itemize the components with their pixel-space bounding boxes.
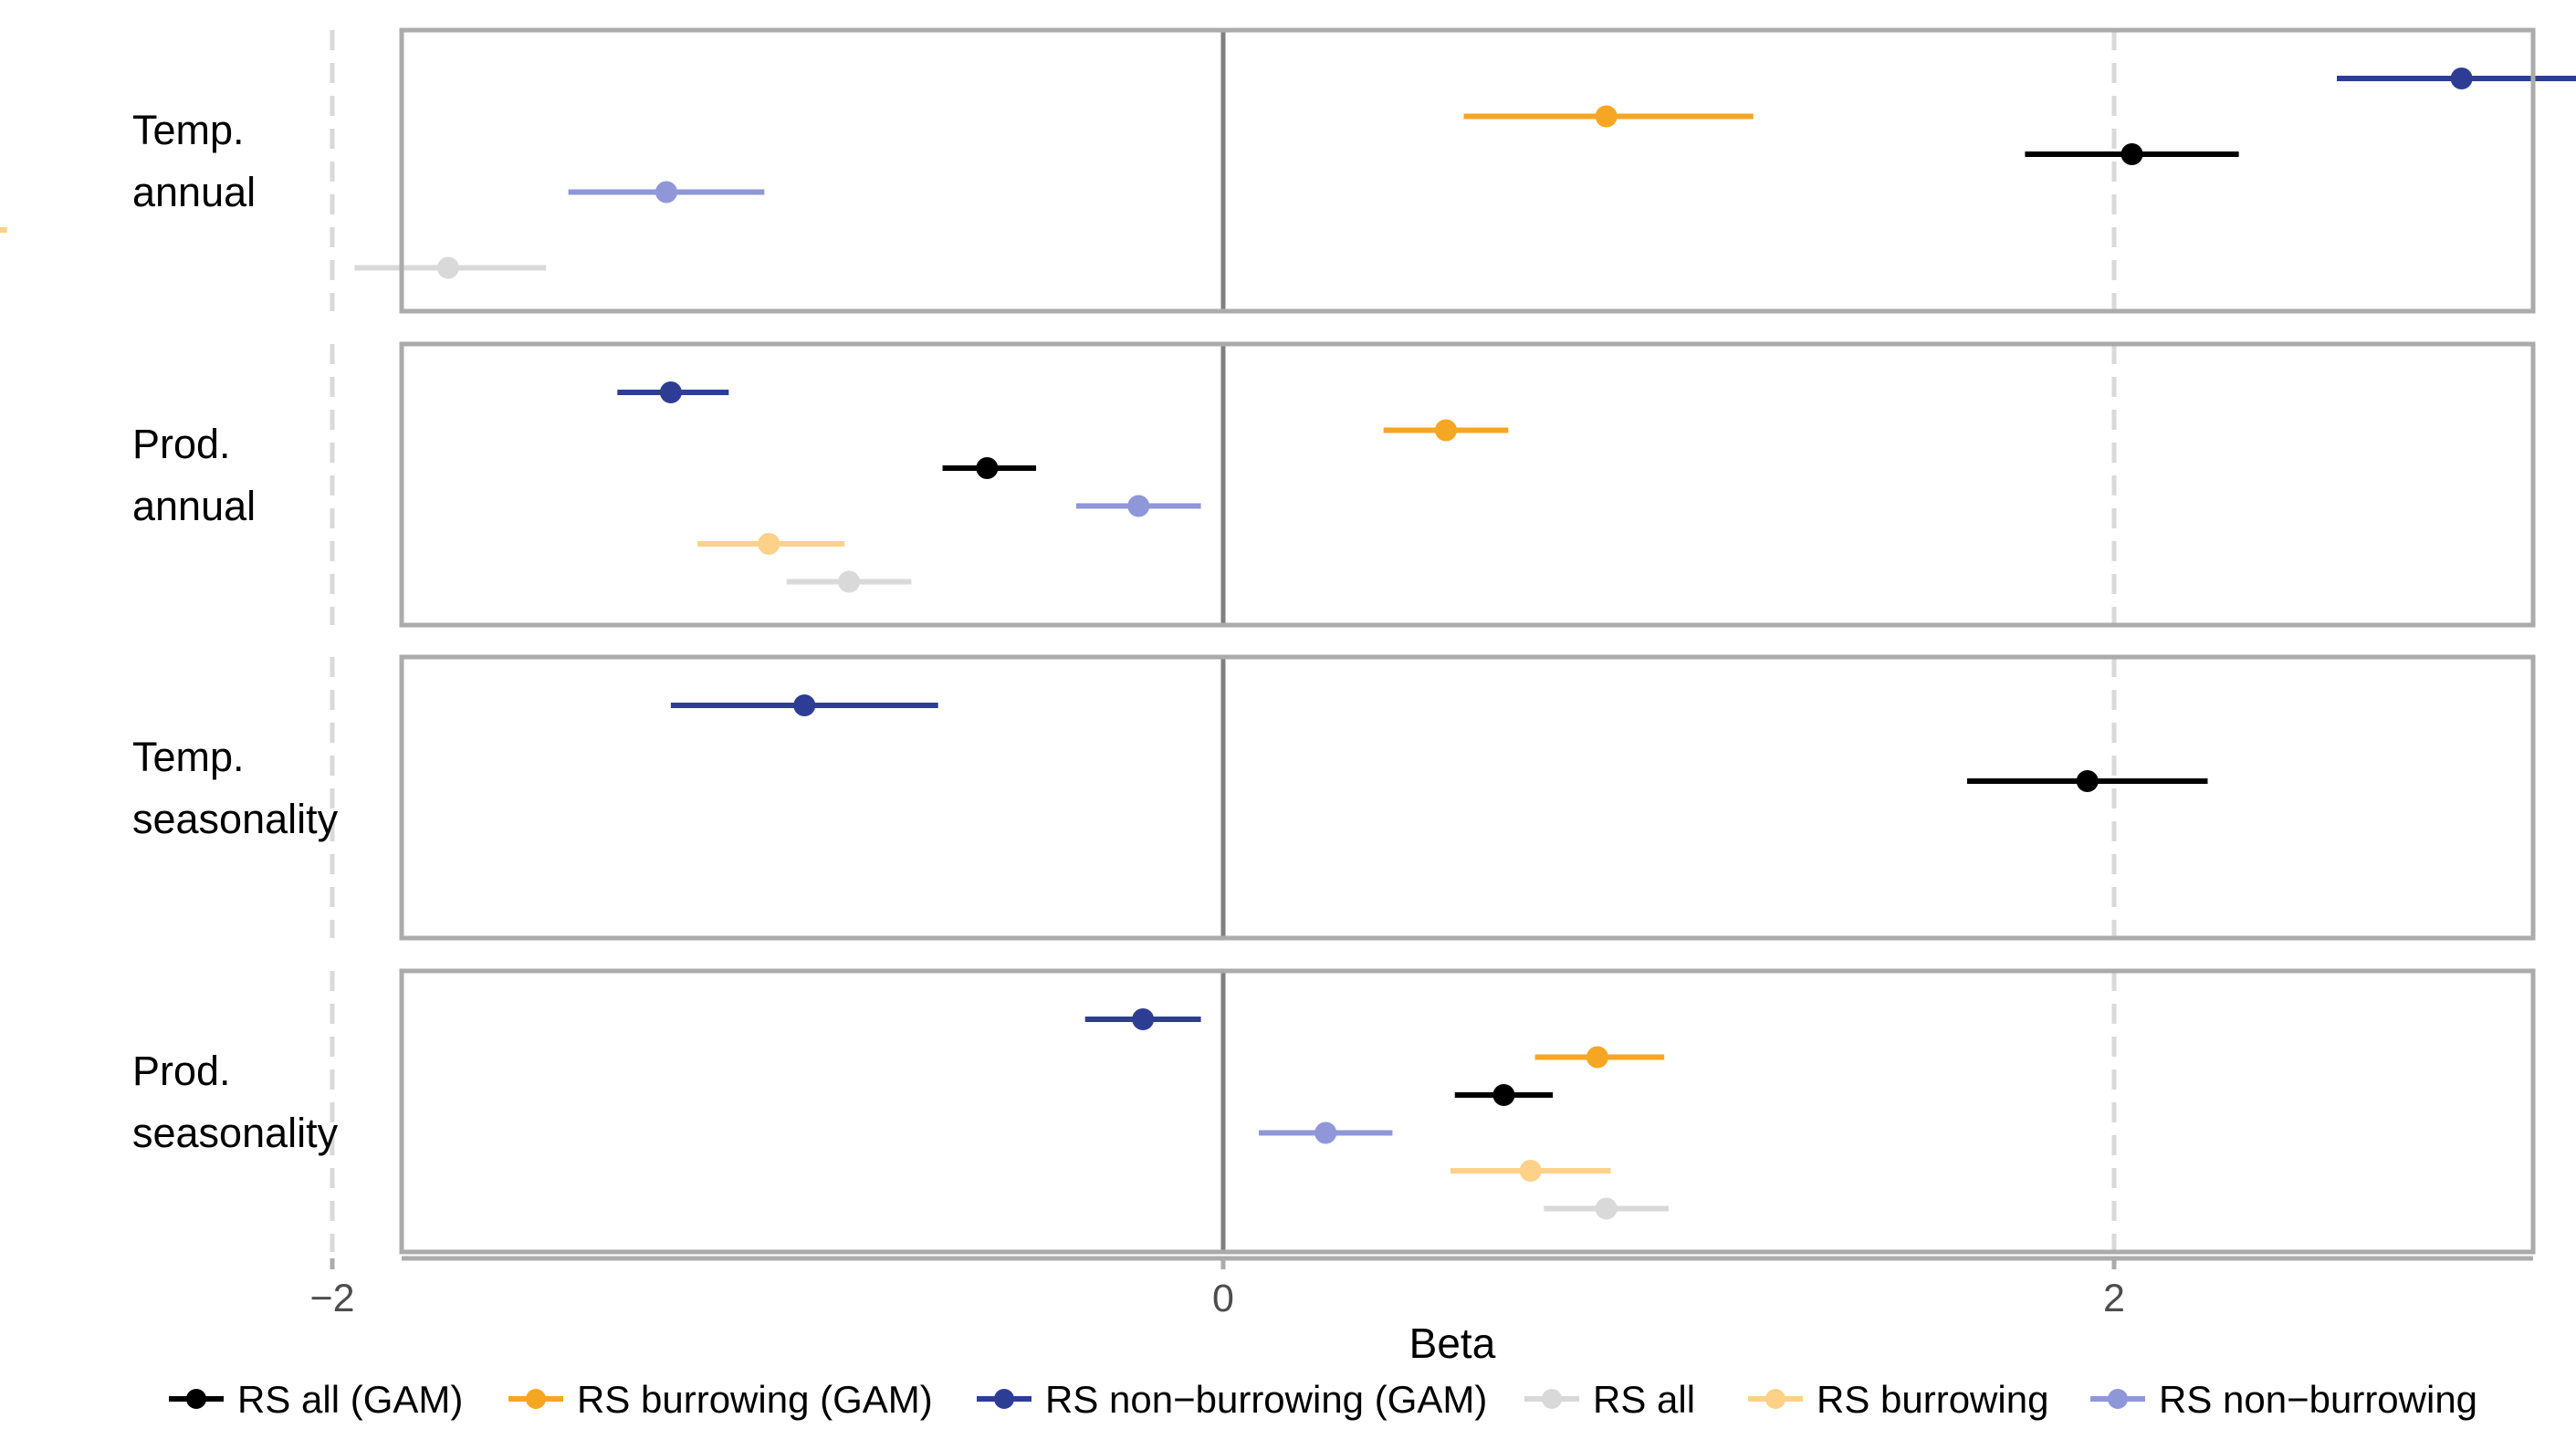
legend-key-point <box>994 1389 1014 1409</box>
point-estimate <box>1314 1121 1337 1144</box>
legend-key-point <box>526 1389 546 1409</box>
legend-label: RS burrowing <box>1817 1378 2048 1421</box>
panel-border <box>399 968 2536 1255</box>
panel: Prod. seasonality <box>132 968 2536 1255</box>
point-estimate <box>1519 1160 1542 1182</box>
legend-label: RS all <box>1593 1378 1695 1421</box>
point-estimate <box>1586 1046 1608 1069</box>
point-estimate <box>2450 68 2473 89</box>
x-tick-label: 2 <box>2103 1277 2125 1320</box>
panel-label: Prod. seasonality <box>132 1048 339 1156</box>
point-estimate <box>793 694 816 716</box>
point-estimate <box>1132 1008 1155 1030</box>
legend-item: RS all (GAM) <box>169 1378 463 1421</box>
panel: Temp. seasonality <box>132 654 2536 941</box>
panel-border <box>399 27 2536 314</box>
legend-key-point <box>186 1389 206 1409</box>
panel-background <box>402 971 2533 1252</box>
point-estimate <box>1127 495 1150 517</box>
legend-item: RS all <box>1524 1378 1695 1421</box>
panel-background <box>402 344 2533 625</box>
panel-label-line: Prod. <box>132 1048 231 1094</box>
panel-label: Prod. annual <box>132 421 256 529</box>
panel-label-line: seasonality <box>132 1110 339 1156</box>
panel-label-line: Temp. <box>132 107 245 153</box>
point-estimate <box>1435 419 1457 442</box>
legend-label: RS all (GAM) <box>237 1378 463 1421</box>
legend-item: RS burrowing <box>1748 1378 2048 1421</box>
panel-background <box>402 657 2533 938</box>
legend: RS all (GAM) RS burrowing (GAM) RS non−bur… <box>169 1378 2477 1421</box>
panel-border <box>399 341 2536 628</box>
point-estimate <box>2076 770 2099 792</box>
legend-key-point <box>2108 1389 2128 1409</box>
x-tick-label: 0 <box>1212 1277 1234 1320</box>
panel-background <box>402 30 2533 311</box>
point-estimate <box>838 570 861 593</box>
point-estimate <box>758 533 780 555</box>
x-tick-label: −2 <box>309 1277 354 1320</box>
point-estimate <box>1595 1197 1618 1220</box>
point-estimate <box>2120 143 2143 165</box>
panel-label: Temp. seasonality <box>132 734 339 842</box>
x-axis-title: Beta <box>1409 1319 1496 1367</box>
panel-label-line: Prod. <box>132 421 231 467</box>
panel-label-line: annual <box>132 483 256 529</box>
point-estimate <box>655 181 677 203</box>
x-axis: −2024 <box>309 1256 2533 1320</box>
legend-key-point <box>1542 1389 1562 1409</box>
legend-item: RS non−burrowing <box>2090 1378 2477 1421</box>
point-estimate <box>659 381 682 403</box>
panel: Prod. annual <box>132 341 2536 628</box>
panel-label-line: Temp. <box>132 734 245 780</box>
point-estimate <box>1492 1084 1515 1106</box>
panel-label-line: annual <box>132 169 256 215</box>
panel-label-line: seasonality <box>132 796 339 842</box>
legend-label: RS burrowing (GAM) <box>577 1378 933 1421</box>
legend-key-point <box>1765 1389 1785 1409</box>
panel: Temp. annual <box>0 27 2576 314</box>
panel-label: Temp. annual <box>132 107 256 215</box>
legend-label: RS non−burrowing (GAM) <box>1045 1378 1487 1421</box>
point-estimate <box>436 256 459 279</box>
point-estimate <box>1595 105 1618 128</box>
legend-item: RS non−burrowing (GAM) <box>977 1378 1487 1421</box>
point-estimate <box>976 457 999 479</box>
legend-item: RS burrowing (GAM) <box>508 1378 933 1421</box>
panel-border <box>399 654 2536 941</box>
legend-label: RS non−burrowing <box>2159 1378 2477 1421</box>
